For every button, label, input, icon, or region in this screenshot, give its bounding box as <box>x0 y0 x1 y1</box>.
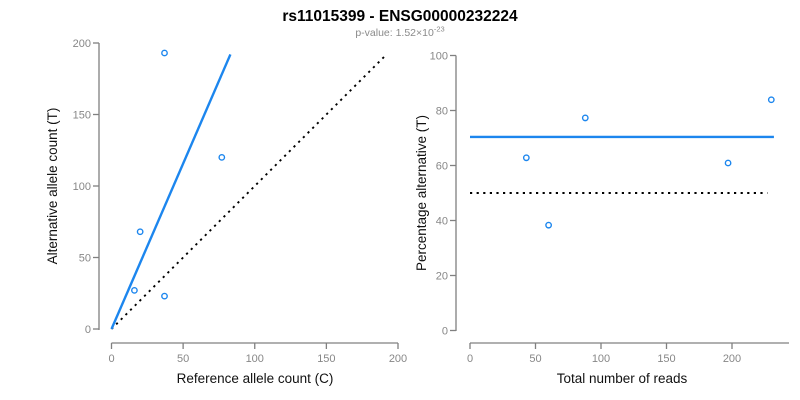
left-y-axis-title: Alternative allele count (T) <box>45 108 60 265</box>
x-tick-label: 0 <box>108 353 114 365</box>
identity-line <box>110 53 388 330</box>
x-tick-label: 150 <box>657 353 675 365</box>
y-tick-label: 100 <box>73 181 91 193</box>
data-point <box>545 221 552 229</box>
plot-title: rs11015399 - ENSG00000232224 <box>282 8 518 25</box>
x-tick-label: 50 <box>529 353 541 365</box>
data-point <box>218 153 226 161</box>
right-y-axis-title: Percentage alternative (T) <box>414 115 429 271</box>
x-tick-label: 50 <box>177 353 189 365</box>
x-tick-label: 200 <box>723 353 741 365</box>
x-tick-label: 100 <box>592 353 610 365</box>
fit-line <box>110 53 232 330</box>
data-point <box>581 114 589 122</box>
x-tick-label: 100 <box>246 353 264 365</box>
x-tick-label: 150 <box>317 353 335 365</box>
data-point <box>767 96 775 104</box>
y-tick-label: 40 <box>436 216 448 228</box>
subtitle-text: p-value: 1.52×10 <box>355 27 434 39</box>
left-panel: 0 50 100 150 200 0 50 100 150 200 <box>73 38 408 365</box>
data-point <box>724 159 732 167</box>
data-point <box>522 154 530 162</box>
y-tick-label: 0 <box>85 324 91 336</box>
right-panel: 0 20 40 60 80 100 0 50 100 150 200 <box>430 51 789 365</box>
x-tick-label: 200 <box>389 353 407 365</box>
data-point <box>136 228 144 236</box>
x-tick-label: 0 <box>467 353 473 365</box>
y-tick-label: 100 <box>430 51 448 63</box>
data-point <box>161 292 168 300</box>
plot-subtitle: p-value: 1.52×10-23 <box>355 25 444 40</box>
y-tick-label: 80 <box>436 106 448 118</box>
y-tick-label: 50 <box>79 253 91 265</box>
left-x-axis-title: Reference allele count (C) <box>177 371 334 386</box>
data-point <box>131 286 138 294</box>
y-tick-label: 150 <box>73 110 91 122</box>
y-tick-label: 60 <box>436 161 448 173</box>
y-tick-label: 0 <box>442 326 448 338</box>
right-x-axis-title: Total number of reads <box>557 371 688 386</box>
y-tick-label: 20 <box>436 271 448 283</box>
data-point <box>161 49 168 57</box>
y-tick-label: 200 <box>73 38 91 50</box>
subtitle-exponent: -23 <box>434 25 445 34</box>
